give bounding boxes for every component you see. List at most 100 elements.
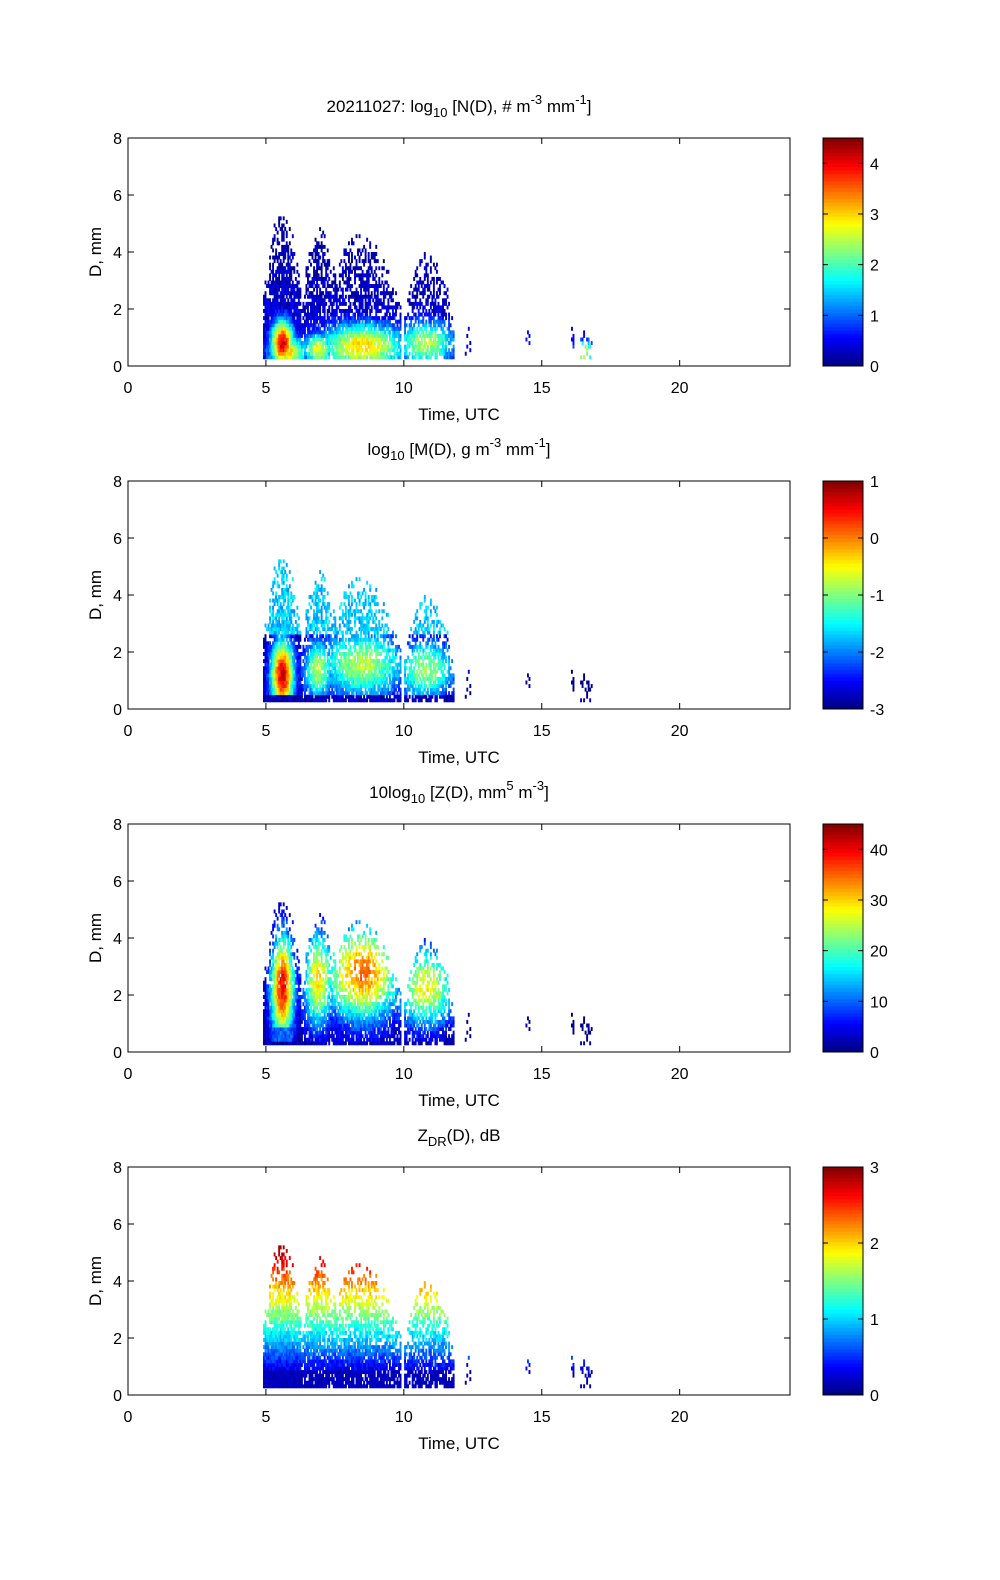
heatmap-cell <box>320 612 323 617</box>
heatmap-cell <box>361 655 364 660</box>
heatmap-cell <box>589 355 592 360</box>
heatmap-cell <box>337 669 340 674</box>
heatmap-cell <box>285 659 288 664</box>
heatmap-cell <box>272 605 275 610</box>
heatmap-cell <box>338 673 341 678</box>
heatmap-cell <box>382 630 385 635</box>
heatmap-cell <box>442 326 444 331</box>
heatmap-cell <box>325 301 328 306</box>
heatmap-cell <box>335 634 338 639</box>
heatmap-cell <box>279 355 282 360</box>
heatmap-cell <box>425 351 428 356</box>
heatmap-cell <box>317 255 320 260</box>
heatmap-cell <box>352 351 355 356</box>
heatmap-cell <box>388 637 391 642</box>
heatmap-cell <box>296 623 299 628</box>
heatmap-cell <box>323 655 326 660</box>
heatmap-cell <box>390 298 393 303</box>
heatmap-cell <box>440 691 443 696</box>
heatmap-cell <box>358 255 361 260</box>
heatmap-cell <box>285 634 288 639</box>
heatmap-cell <box>381 355 384 360</box>
heatmap-cell <box>340 337 343 342</box>
heatmap-cell <box>270 627 273 632</box>
heatmap-cell <box>413 630 416 635</box>
heatmap-cell <box>323 637 326 642</box>
heatmap-cell <box>317 273 320 278</box>
heatmap-cell <box>414 333 417 338</box>
heatmap-cell <box>273 319 276 324</box>
heatmap-cell <box>269 351 272 356</box>
heatmap-cell <box>266 694 268 699</box>
heatmap-cell <box>351 259 353 264</box>
heatmap-cell <box>302 355 305 360</box>
heatmap-cell <box>432 309 435 313</box>
heatmap-cell <box>317 305 320 310</box>
heatmap-cell <box>432 280 435 285</box>
heatmap-cell <box>466 333 469 338</box>
heatmap-cell <box>385 269 388 274</box>
heatmap-cell <box>326 348 329 353</box>
heatmap-cell <box>435 341 438 346</box>
heatmap-cell <box>435 344 438 349</box>
heatmap-cell <box>404 316 407 321</box>
heatmap-cell <box>290 348 293 353</box>
heatmap-cell <box>420 698 423 703</box>
heatmap-cell <box>272 609 275 614</box>
heatmap-cell <box>329 612 332 617</box>
heatmap-cell <box>323 284 326 289</box>
heatmap-cell <box>416 330 419 335</box>
heatmap-cell <box>287 344 290 349</box>
heatmap-cell <box>294 291 297 296</box>
heatmap-cell <box>364 655 367 660</box>
heatmap-cell <box>273 648 276 653</box>
heatmap-cell <box>435 694 438 699</box>
heatmap-cell <box>351 698 353 703</box>
heatmap-cell <box>378 666 381 671</box>
heatmap-cell <box>314 698 317 703</box>
heatmap-cell <box>376 344 379 349</box>
heatmap-cell <box>349 694 352 699</box>
heatmap-cell <box>440 348 443 353</box>
heatmap-cell <box>278 559 281 564</box>
heatmap-cell <box>439 630 441 635</box>
heatmap-cell <box>367 641 370 646</box>
heatmap-cell <box>282 641 285 646</box>
heatmap-cell <box>376 637 379 642</box>
heatmap-cell <box>429 673 432 678</box>
heatmap-cell <box>296 659 299 664</box>
heatmap-cell <box>329 330 332 335</box>
heatmap-cell <box>308 280 311 285</box>
heatmap-cell <box>354 312 356 317</box>
heatmap-cell <box>419 602 422 607</box>
heatmap-cell <box>440 623 443 628</box>
heatmap-cell <box>355 333 358 338</box>
heatmap-cell <box>366 333 369 338</box>
heatmap-cell <box>341 694 344 699</box>
heatmap-cell <box>316 269 319 274</box>
heatmap-cell <box>398 662 400 667</box>
heatmap-cell <box>285 273 288 278</box>
heatmap-cell <box>367 326 370 331</box>
heatmap-cell <box>279 291 282 296</box>
heatmap-cell <box>382 341 385 346</box>
heatmap-cell <box>385 662 388 667</box>
heatmap-cell <box>432 684 435 689</box>
heatmap-cell <box>307 309 309 313</box>
heatmap-cell <box>442 337 444 342</box>
heatmap-cells <box>263 559 593 703</box>
heatmap-cell <box>434 687 437 692</box>
heatmap-cell <box>431 298 434 303</box>
heatmap-cell <box>311 619 314 624</box>
heatmap-cell <box>278 330 281 335</box>
heatmap-cell <box>369 698 372 703</box>
heatmap-cell <box>317 648 320 653</box>
heatmap-cell <box>284 298 287 303</box>
heatmap-cell <box>272 323 275 328</box>
heatmap-cell <box>287 666 290 671</box>
heatmap-cell <box>347 666 350 671</box>
heatmap-cell <box>440 648 443 653</box>
heatmap-cell <box>396 666 399 671</box>
heatmap-cell <box>344 591 347 596</box>
heatmap-cell <box>360 655 363 660</box>
